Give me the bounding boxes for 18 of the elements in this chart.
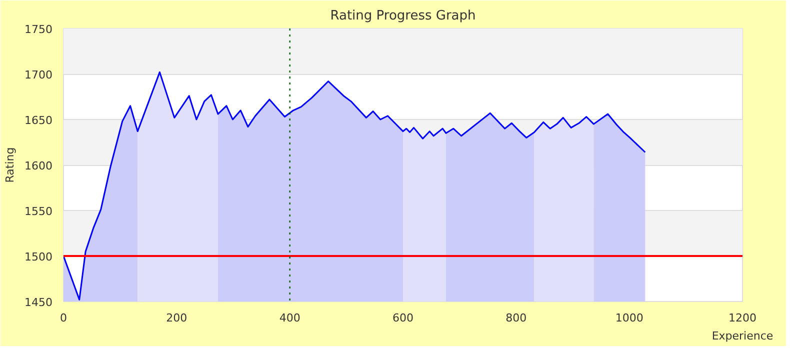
chart-title: Rating Progress Graph bbox=[330, 8, 476, 24]
line-series bbox=[64, 71, 646, 300]
x-tick-label: 200 bbox=[166, 312, 188, 324]
y-axis-title: Rating bbox=[4, 147, 17, 183]
x-tick-label: 600 bbox=[392, 312, 414, 324]
y-tick-label: 1600 bbox=[24, 160, 53, 172]
y-tick-label: 1450 bbox=[24, 296, 53, 309]
x-tick-label: 1200 bbox=[728, 312, 757, 324]
y-tick-label: 1750 bbox=[24, 23, 53, 36]
x-axis-title: Experience bbox=[712, 330, 774, 342]
x-tick-label: 400 bbox=[279, 312, 300, 324]
y-tick-label: 1500 bbox=[24, 250, 53, 264]
y-tick-label: 1550 bbox=[24, 205, 53, 218]
x-tick-label: 1000 bbox=[615, 312, 644, 324]
y-tick-label: 1650 bbox=[24, 114, 53, 127]
x-tick-label: 0 bbox=[60, 312, 67, 324]
x-tick-label: 800 bbox=[506, 312, 527, 324]
y-tick-label: 1700 bbox=[24, 68, 53, 82]
